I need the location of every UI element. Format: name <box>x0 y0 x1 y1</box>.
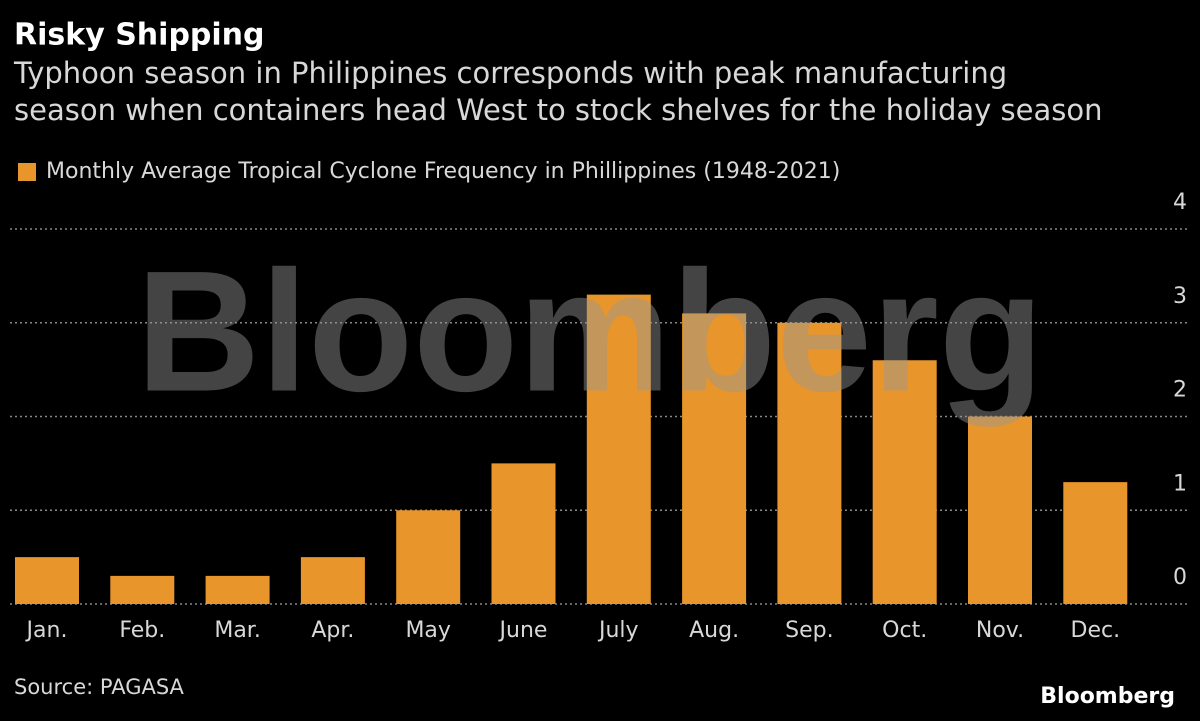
bar <box>777 322 842 604</box>
x-tick-label: Nov. <box>976 618 1024 643</box>
chart-subtitle: Typhoon season in Philippines correspond… <box>13 56 1007 90</box>
y-tick-label: 4 <box>1173 190 1187 215</box>
x-tick-label: Jan. <box>25 618 68 643</box>
x-tick-label: Apr. <box>311 618 354 643</box>
legend-label: Monthly Average Tropical Cyclone Frequen… <box>46 159 840 184</box>
bar <box>682 313 747 604</box>
chart-subtitle: season when containers head West to stoc… <box>14 93 1102 127</box>
x-tick-label: July <box>597 618 639 643</box>
bar <box>300 557 365 604</box>
chart-title: Risky Shipping <box>14 18 265 53</box>
x-tick-label: May <box>405 618 450 643</box>
bar <box>872 360 937 604</box>
x-tick-label: Oct. <box>882 618 927 643</box>
bar <box>1063 482 1128 604</box>
x-tick-label: Aug. <box>689 618 739 643</box>
bar <box>110 575 175 604</box>
watermark: Bloomberg <box>136 235 1044 427</box>
x-tick-label: Feb. <box>119 618 165 643</box>
bar <box>491 463 556 604</box>
x-tick-label: June <box>498 618 548 643</box>
logo: Bloomberg <box>1040 684 1175 709</box>
legend-swatch <box>18 163 36 181</box>
y-tick-label: 3 <box>1173 284 1187 309</box>
x-tick-label: Sep. <box>785 618 833 643</box>
bar <box>396 510 461 604</box>
x-tick-label: Mar. <box>214 618 260 643</box>
y-tick-label: 0 <box>1173 565 1187 590</box>
bar <box>586 294 651 604</box>
y-tick-label: 2 <box>1173 378 1187 403</box>
bar <box>205 575 270 604</box>
source: Source: PAGASA <box>14 675 185 699</box>
x-tick-label: Dec. <box>1071 618 1121 643</box>
bar <box>15 557 79 604</box>
bar <box>968 416 1032 604</box>
y-tick-label: 1 <box>1173 471 1187 496</box>
